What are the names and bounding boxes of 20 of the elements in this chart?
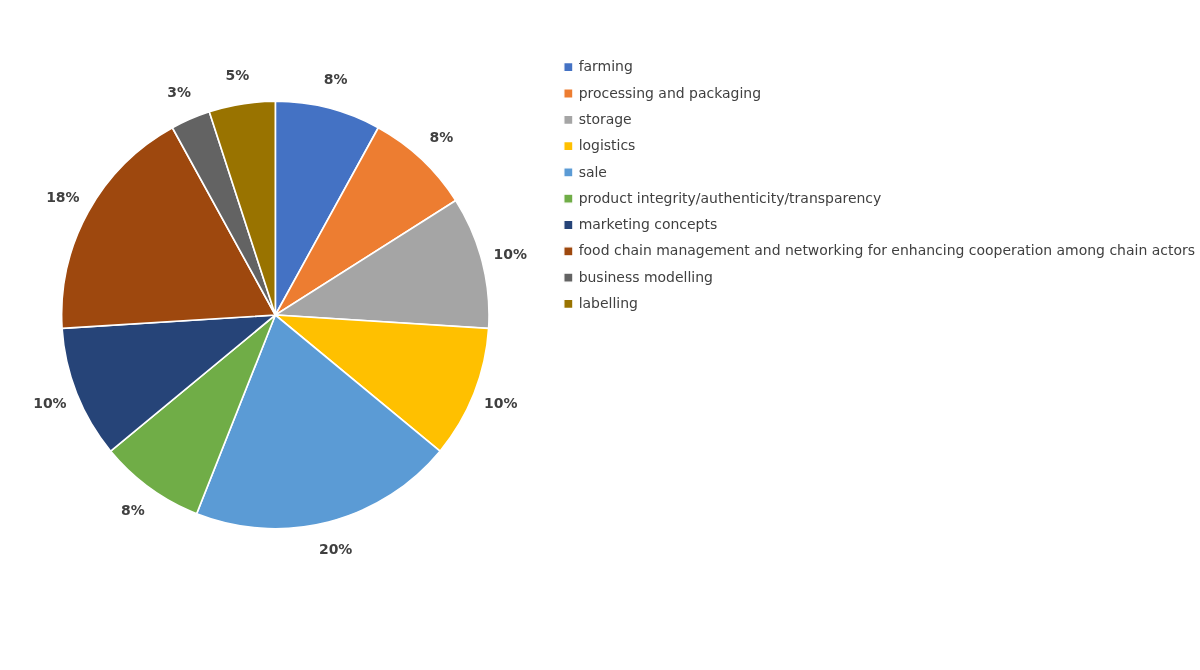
legend-label: food chain management and networking for enhancing cooperation among chain actors <box>578 242 1195 259</box>
legend-label: sale <box>578 163 607 180</box>
legend-label: storage <box>578 110 632 127</box>
data-label: 10% <box>484 395 518 412</box>
legend-label: labelling <box>578 295 638 312</box>
data-label: 8% <box>120 502 145 519</box>
data-label: 8% <box>323 71 348 88</box>
data-label: 10% <box>493 245 527 262</box>
legend-label: processing and packaging <box>578 84 762 101</box>
data-label: 5% <box>225 66 250 83</box>
legend-label: logistics <box>578 137 636 154</box>
legend-label: marketing concepts <box>578 216 718 233</box>
data-label: 18% <box>46 189 80 206</box>
data-label: 10% <box>33 395 67 412</box>
data-label: 3% <box>167 83 191 100</box>
data-label: 8% <box>429 129 454 146</box>
data-label: 20% <box>318 540 353 557</box>
legend-label: product integrity/authenticity/transparency <box>578 189 882 206</box>
legend-label: business modelling <box>578 268 713 285</box>
legend-label: farming <box>578 58 633 75</box>
